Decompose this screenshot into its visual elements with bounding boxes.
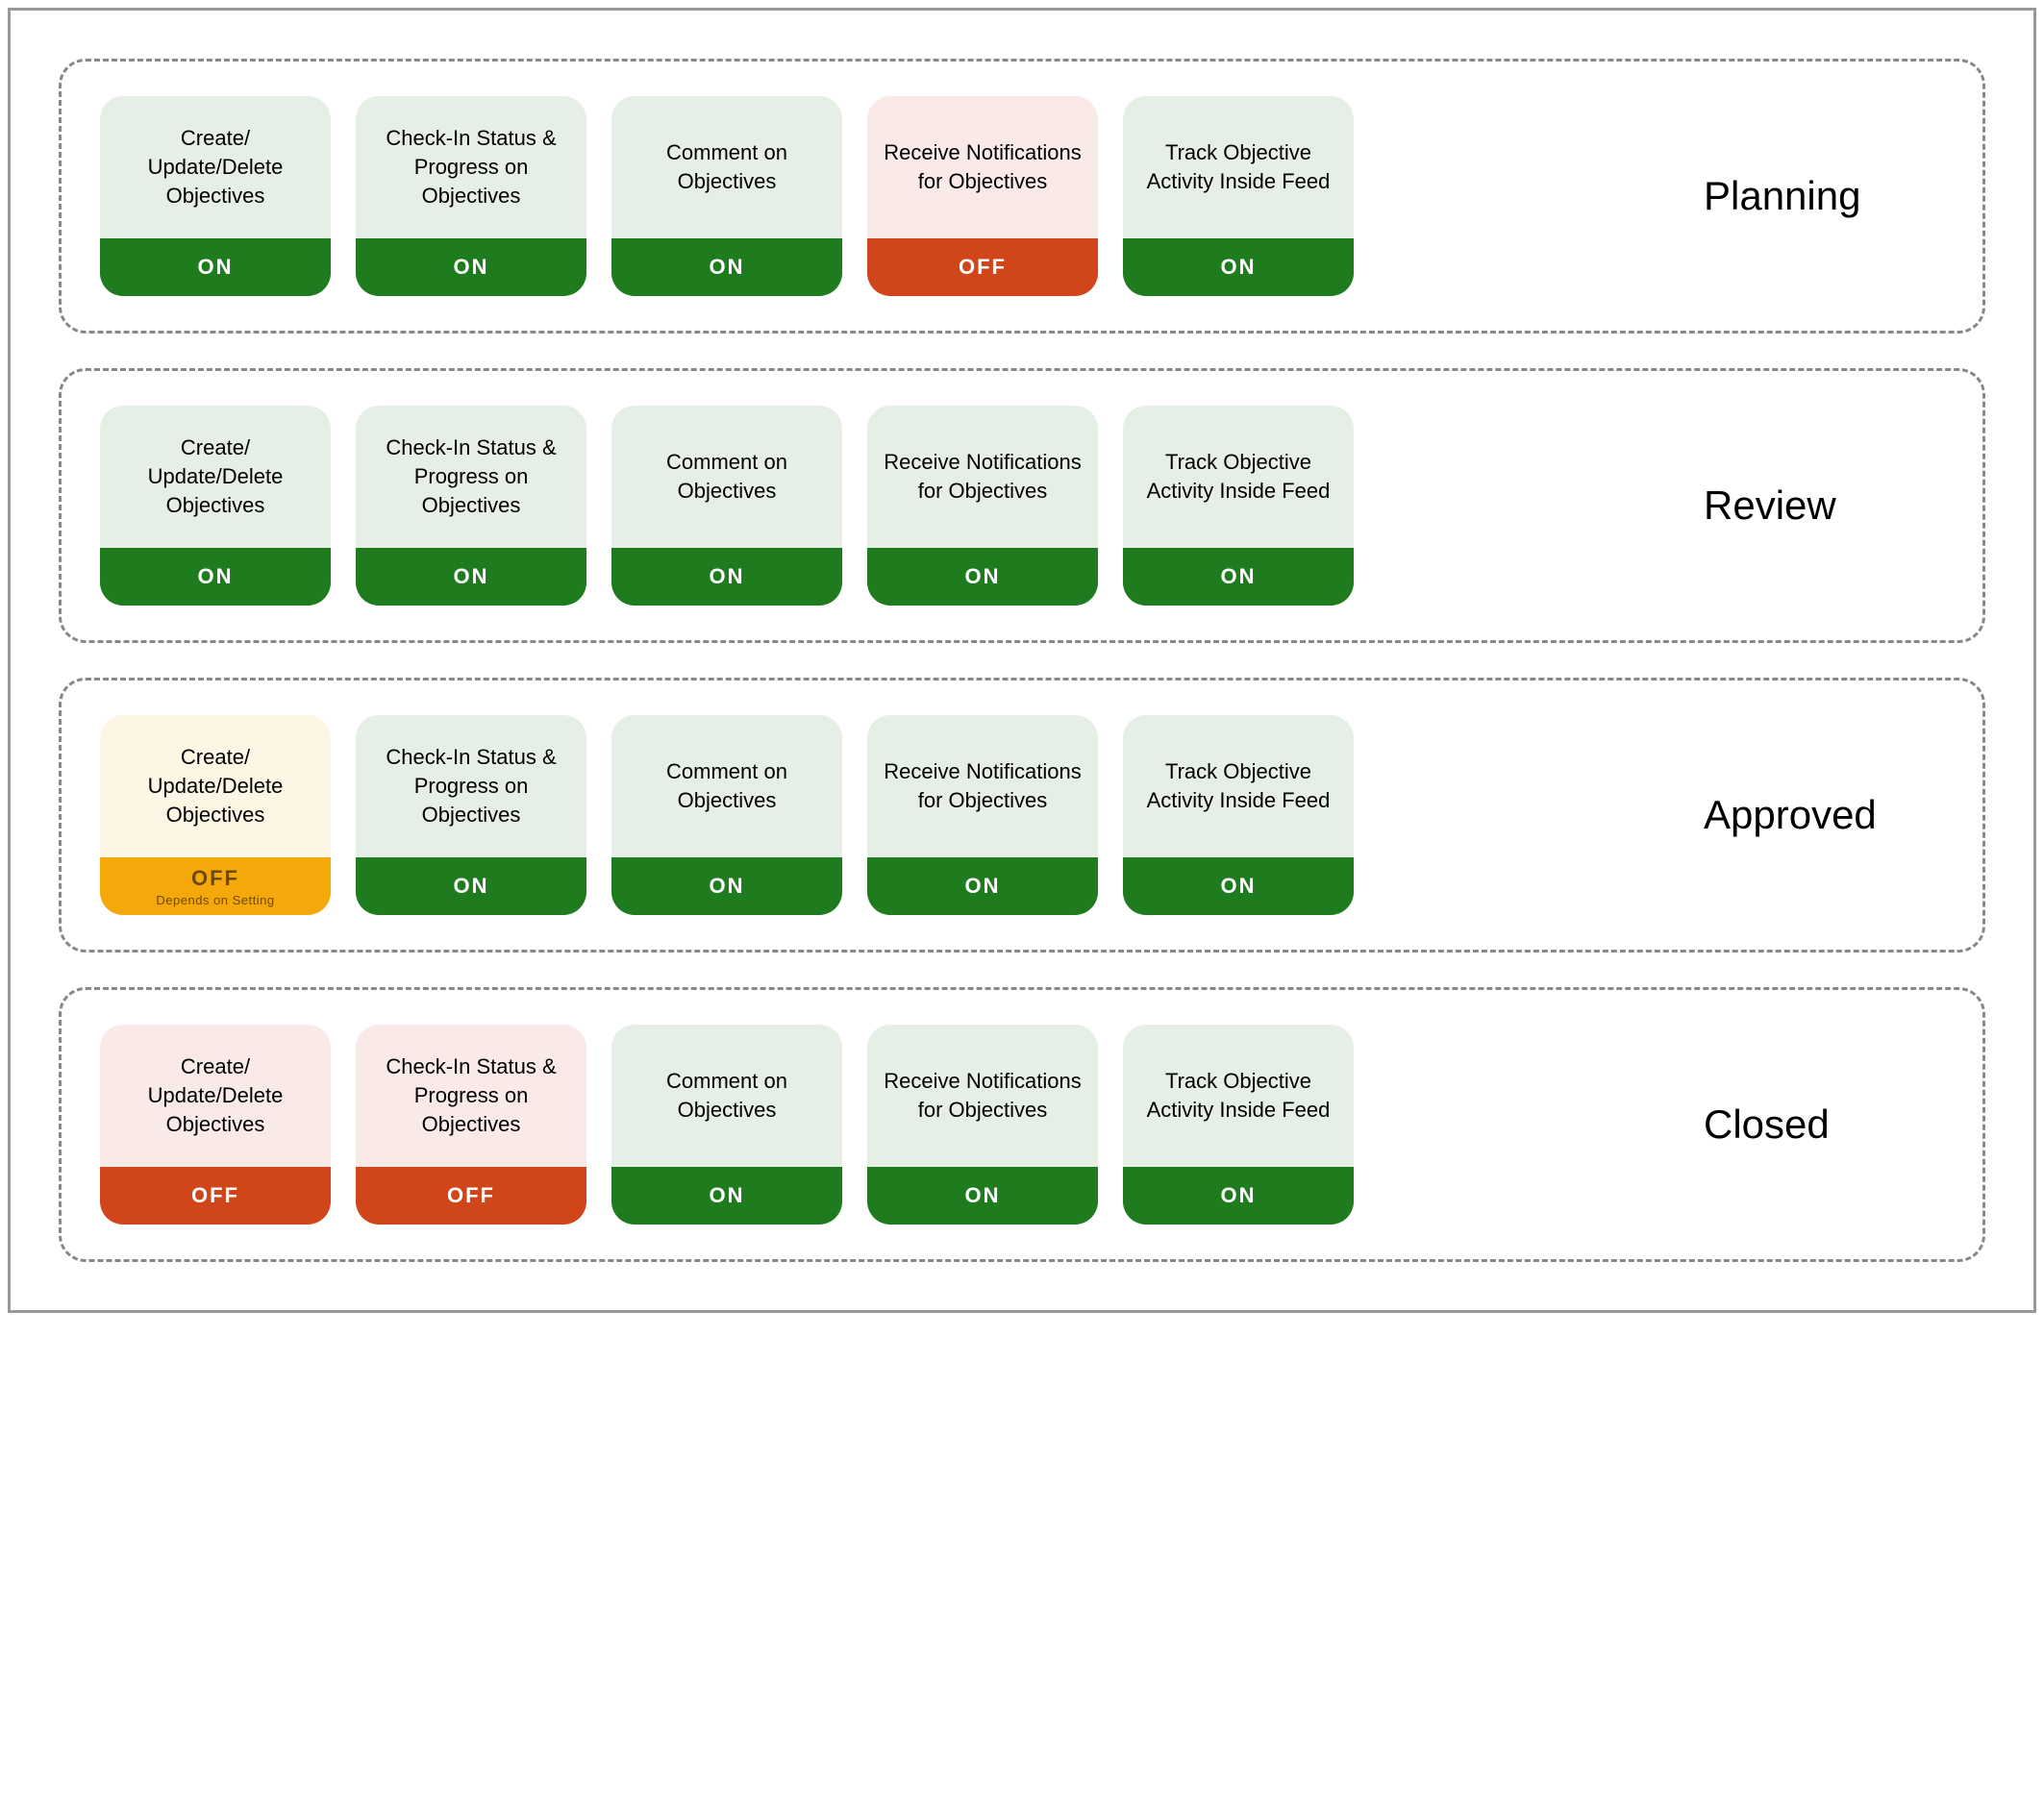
feature-status: ON bbox=[1123, 857, 1354, 915]
status-text: ON bbox=[454, 255, 489, 280]
feature-label: Receive Notifications for Objectives bbox=[867, 715, 1098, 857]
feature-status: ON bbox=[867, 548, 1098, 606]
feature-status: ON bbox=[867, 1167, 1098, 1225]
phase-title: Review bbox=[1694, 483, 1944, 529]
feature-card: Track Objective Activity Inside Feed ON bbox=[1123, 715, 1354, 915]
feature-status: OFF bbox=[100, 1167, 331, 1225]
feature-card: Track Objective Activity Inside Feed ON bbox=[1123, 1025, 1354, 1225]
feature-card: Receive Notifications for Objectives ON bbox=[867, 1025, 1098, 1225]
status-text: ON bbox=[710, 564, 745, 589]
feature-label: Comment on Objectives bbox=[611, 715, 842, 857]
feature-status: ON bbox=[100, 238, 331, 296]
feature-label: Comment on Objectives bbox=[611, 1025, 842, 1167]
feature-card: Create/ Update/Delete Objectives OFF bbox=[100, 1025, 331, 1225]
feature-card: Check-In Status & Progress on Objectives… bbox=[356, 1025, 586, 1225]
status-text: ON bbox=[1221, 1183, 1257, 1208]
feature-card: Create/ Update/Delete Objectives ON bbox=[100, 406, 331, 606]
status-text: OFF bbox=[959, 255, 1007, 280]
feature-card: Comment on Objectives ON bbox=[611, 406, 842, 606]
feature-card: Track Objective Activity Inside Feed ON bbox=[1123, 406, 1354, 606]
status-text: ON bbox=[965, 564, 1001, 589]
status-subtext: Depends on Setting bbox=[156, 893, 274, 907]
feature-card: Comment on Objectives ON bbox=[611, 96, 842, 296]
feature-status: ON bbox=[867, 857, 1098, 915]
feature-status: ON bbox=[1123, 1167, 1354, 1225]
status-text: ON bbox=[454, 874, 489, 899]
feature-label: Check-In Status & Progress on Objectives bbox=[356, 406, 586, 548]
feature-label: Check-In Status & Progress on Objectives bbox=[356, 1025, 586, 1167]
status-text: OFF bbox=[191, 1183, 239, 1208]
feature-status: ON bbox=[356, 548, 586, 606]
feature-status: ON bbox=[1123, 548, 1354, 606]
feature-label: Receive Notifications for Objectives bbox=[867, 406, 1098, 548]
diagram-frame: Create/ Update/Delete ObjectivesONCheck-… bbox=[8, 8, 2036, 1313]
feature-status: OFF bbox=[356, 1167, 586, 1225]
feature-card: Receive Notifications for Objectives ON bbox=[867, 715, 1098, 915]
feature-label: Check-In Status & Progress on Objectives bbox=[356, 715, 586, 857]
phase-container: Create/ Update/Delete ObjectivesONCheck-… bbox=[59, 368, 1985, 643]
feature-card: Receive Notifications for Objectives ON bbox=[867, 406, 1098, 606]
phase-container: Create/ Update/Delete Objectives OFF Depen… bbox=[59, 678, 1985, 953]
status-text: OFF bbox=[447, 1183, 495, 1208]
feature-card: Receive Notifications for Objectives OFF bbox=[867, 96, 1098, 296]
status-text: ON bbox=[710, 255, 745, 280]
status-text: ON bbox=[710, 1183, 745, 1208]
feature-card: Check-In Status & Progress on Objectives… bbox=[356, 715, 586, 915]
feature-label: Track Objective Activity Inside Feed bbox=[1123, 1025, 1354, 1167]
feature-status: ON bbox=[611, 1167, 842, 1225]
status-text: ON bbox=[965, 1183, 1001, 1208]
feature-status: ON bbox=[356, 238, 586, 296]
cards-row: Create/ Update/Delete Objectives OFF Depen… bbox=[100, 715, 1656, 915]
feature-label: Receive Notifications for Objectives bbox=[867, 1025, 1098, 1167]
feature-card: Comment on Objectives ON bbox=[611, 715, 842, 915]
phase-title: Planning bbox=[1694, 173, 1944, 219]
feature-status: ON bbox=[611, 238, 842, 296]
phase-title: Approved bbox=[1694, 792, 1944, 838]
phase-title: Closed bbox=[1694, 1102, 1944, 1148]
feature-status: ON bbox=[356, 857, 586, 915]
feature-label: Comment on Objectives bbox=[611, 406, 842, 548]
feature-label: Track Objective Activity Inside Feed bbox=[1123, 715, 1354, 857]
status-text: ON bbox=[710, 874, 745, 899]
feature-label: Track Objective Activity Inside Feed bbox=[1123, 406, 1354, 548]
feature-label: Comment on Objectives bbox=[611, 96, 842, 238]
feature-card: Check-In Status & Progress on Objectives… bbox=[356, 96, 586, 296]
status-text: ON bbox=[1221, 874, 1257, 899]
feature-label: Track Objective Activity Inside Feed bbox=[1123, 96, 1354, 238]
feature-card: Check-In Status & Progress on Objectives… bbox=[356, 406, 586, 606]
feature-label: Create/ Update/Delete Objectives bbox=[100, 1025, 331, 1167]
phase-container: Create/ Update/Delete ObjectivesONCheck-… bbox=[59, 59, 1985, 334]
feature-card: Create/ Update/Delete Objectives OFF Depen… bbox=[100, 715, 331, 915]
feature-card: Create/ Update/Delete Objectives ON bbox=[100, 96, 331, 296]
status-text: ON bbox=[198, 255, 234, 280]
status-text: OFF bbox=[191, 866, 239, 891]
status-text: ON bbox=[1221, 255, 1257, 280]
feature-status: OFF bbox=[867, 238, 1098, 296]
feature-status: ON bbox=[611, 857, 842, 915]
phase-container: Create/ Update/Delete ObjectivesOFFCheck… bbox=[59, 987, 1985, 1262]
status-text: ON bbox=[965, 874, 1001, 899]
cards-row: Create/ Update/Delete ObjectivesONCheck-… bbox=[100, 96, 1656, 296]
feature-card: Comment on Objectives ON bbox=[611, 1025, 842, 1225]
feature-status: OFF Depends on Setting bbox=[100, 857, 331, 915]
feature-label: Create/ Update/Delete Objectives bbox=[100, 406, 331, 548]
feature-label: Create/ Update/Delete Objectives bbox=[100, 715, 331, 857]
status-text: ON bbox=[454, 564, 489, 589]
cards-row: Create/ Update/Delete ObjectivesONCheck-… bbox=[100, 406, 1656, 606]
cards-row: Create/ Update/Delete ObjectivesOFFCheck… bbox=[100, 1025, 1656, 1225]
status-text: ON bbox=[198, 564, 234, 589]
status-text: ON bbox=[1221, 564, 1257, 589]
feature-status: ON bbox=[1123, 238, 1354, 296]
feature-label: Check-In Status & Progress on Objectives bbox=[356, 96, 586, 238]
feature-label: Receive Notifications for Objectives bbox=[867, 96, 1098, 238]
feature-card: Track Objective Activity Inside Feed ON bbox=[1123, 96, 1354, 296]
feature-status: ON bbox=[611, 548, 842, 606]
feature-label: Create/ Update/Delete Objectives bbox=[100, 96, 331, 238]
feature-status: ON bbox=[100, 548, 331, 606]
